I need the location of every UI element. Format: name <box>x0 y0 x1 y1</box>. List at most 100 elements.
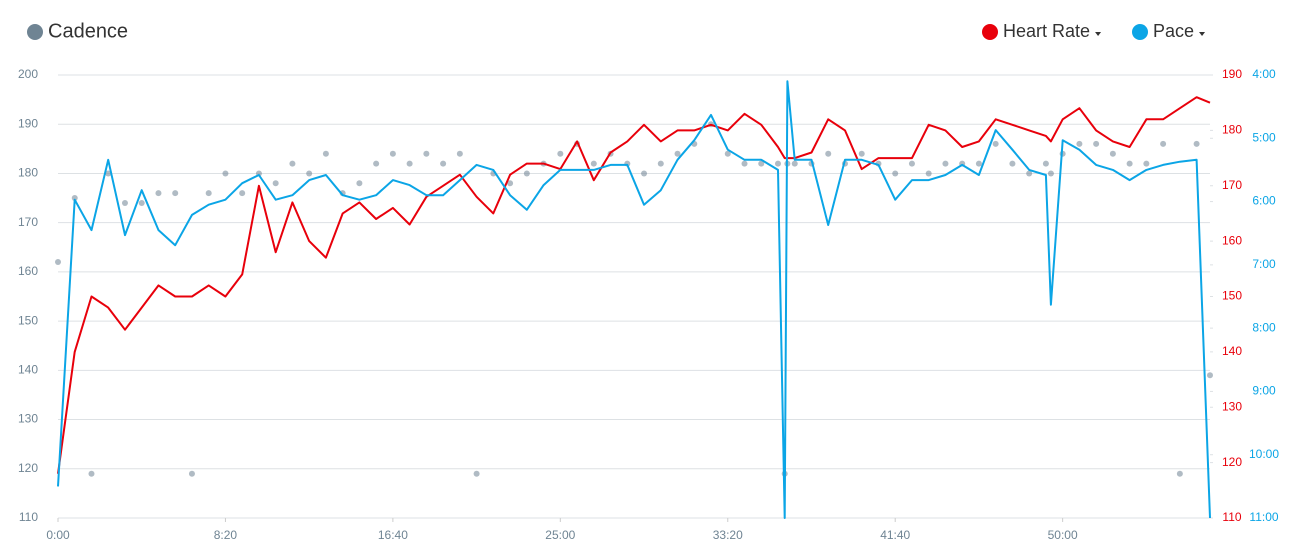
legend-label[interactable]: Heart Rate <box>1003 21 1090 41</box>
y-tick-label: 170 <box>1222 178 1242 192</box>
y-tick-label: 180 <box>18 166 38 180</box>
y-tick-label: 180 <box>1222 123 1242 137</box>
cadence-point <box>1207 372 1213 379</box>
cadence-point <box>724 150 731 157</box>
cadence-point <box>456 150 463 157</box>
cadence-point <box>657 160 664 167</box>
cadence-point <box>590 160 597 167</box>
legend-item[interactable]: Heart Rate <box>982 21 1102 41</box>
cadence-point <box>138 199 145 206</box>
y-tick-label: 130 <box>1222 399 1242 413</box>
cadence-point <box>356 180 363 187</box>
y-tick-label: 200 <box>18 67 38 81</box>
legend-swatch[interactable] <box>982 24 998 40</box>
cadence-point <box>121 199 128 206</box>
cadence-point <box>775 160 781 167</box>
grid: 110 120 130 140 150 160 170 180 190 200 110 120 130 1… <box>18 67 1279 542</box>
cadence-point <box>1009 160 1016 167</box>
cadence-point <box>1109 150 1116 157</box>
cadence-point <box>1042 160 1049 167</box>
cadence-point <box>373 160 380 167</box>
cadence-point <box>1143 160 1150 167</box>
cadence-point <box>473 470 480 477</box>
x-tick-label: 16:40 <box>378 528 408 542</box>
cadence-point <box>322 150 329 157</box>
cadence-point <box>858 150 865 157</box>
cadence-point <box>925 170 932 177</box>
x-tick-label: 50:00 <box>1048 528 1078 542</box>
cadence-point <box>205 190 212 197</box>
legend-dropdown-arrow[interactable] <box>1095 32 1102 36</box>
y-tick-label: 8:00 <box>1252 320 1276 334</box>
cadence-point <box>1026 170 1033 177</box>
x-tick-label: 0:00 <box>46 528 70 542</box>
y-tick-label: 190 <box>18 116 38 130</box>
cadence-point <box>908 160 915 167</box>
y-tick-label: 150 <box>18 313 38 327</box>
legend-item[interactable]: Pace <box>1132 21 1206 41</box>
y-tick-label: 150 <box>1222 289 1242 303</box>
cadence-point <box>557 150 564 157</box>
y-tick-label: 5:00 <box>1252 130 1276 144</box>
y-tick-label: 7:00 <box>1252 257 1276 271</box>
legend-swatch[interactable] <box>1132 24 1148 40</box>
y-tick-label: 10:00 <box>1249 447 1279 461</box>
y-tick-label: 170 <box>18 215 38 229</box>
legend-label[interactable]: Cadence <box>48 20 128 42</box>
cadence-point <box>272 180 279 187</box>
x-tick-label: 8:20 <box>214 528 238 542</box>
legend-dropdown-arrow[interactable] <box>1199 32 1206 36</box>
series-line <box>57 96 1211 474</box>
cadence-point <box>1093 140 1100 147</box>
cadence-point <box>975 160 982 167</box>
legend-label[interactable]: Pace <box>1153 21 1194 41</box>
x-tick-label: 25:00 <box>545 528 575 542</box>
y-tick-label: 140 <box>18 363 38 377</box>
series-line <box>57 80 1211 519</box>
cadence-point <box>55 259 61 266</box>
cadence-point <box>1193 140 1200 147</box>
cadence-point <box>1076 140 1083 147</box>
y-tick-label: 140 <box>1222 344 1242 358</box>
cadence-point <box>222 170 229 177</box>
cadence-point <box>1176 470 1183 477</box>
cadence-point <box>389 150 396 157</box>
y-tick-label: 11:00 <box>1249 510 1278 524</box>
cadence-point <box>523 170 530 177</box>
cadence-point <box>188 470 195 477</box>
cadence-point <box>155 190 162 197</box>
cadence-point <box>239 190 246 197</box>
cadence-point <box>674 150 681 157</box>
cadence-point <box>1160 140 1167 147</box>
cadence-point <box>105 170 112 177</box>
cadence-point <box>892 170 899 177</box>
y-tick-label: 6:00 <box>1252 194 1276 208</box>
y-tick-label: 9:00 <box>1252 384 1276 398</box>
cadence-point <box>942 160 949 167</box>
cadence-point <box>825 150 832 157</box>
cadence-point <box>741 160 748 167</box>
cadence-point <box>71 195 78 202</box>
cadence-point <box>992 140 999 147</box>
cadence-point <box>641 170 648 177</box>
cadence-point <box>507 180 514 187</box>
cadence-point <box>289 160 296 167</box>
x-tick-label: 41:40 <box>880 528 910 542</box>
x-tick-label: 33:20 <box>713 528 743 542</box>
y-tick-label: 120 <box>18 461 38 475</box>
cadence-point <box>306 170 313 177</box>
legend-item[interactable]: Cadence <box>27 20 128 42</box>
y-tick-label: 110 <box>1222 510 1241 524</box>
y-tick-label: 110 <box>19 510 38 524</box>
cadence-point <box>406 160 413 167</box>
plot <box>55 80 1213 519</box>
cadence-point <box>88 470 95 477</box>
y-tick-label: 4:00 <box>1252 67 1276 81</box>
cadence-point <box>1126 160 1133 167</box>
y-tick-label: 130 <box>18 412 38 426</box>
y-tick-label: 160 <box>18 264 38 278</box>
legend-swatch[interactable] <box>27 24 43 40</box>
legend: Cadence Heart Rate Pace <box>27 20 1206 42</box>
y-tick-label: 120 <box>1222 455 1242 469</box>
